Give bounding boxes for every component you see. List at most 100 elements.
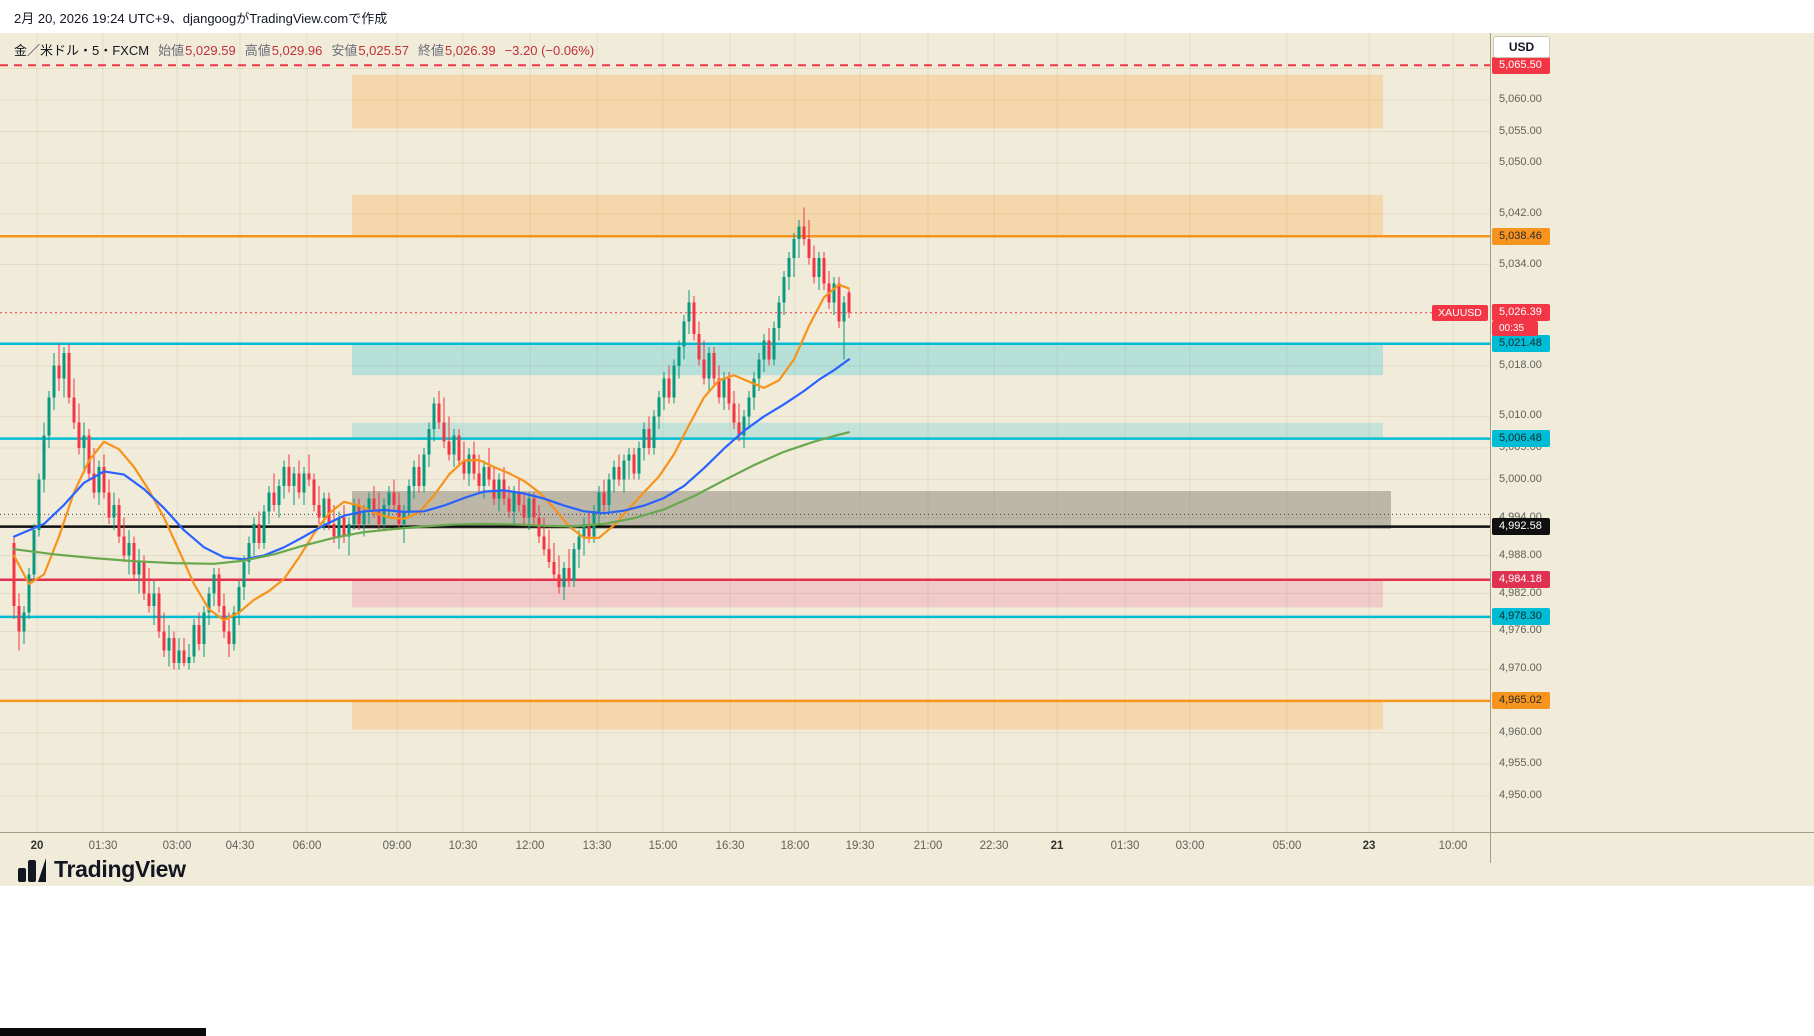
candle bbox=[172, 631, 176, 670]
candle bbox=[82, 422, 86, 474]
candle bbox=[442, 397, 446, 448]
supply-demand-zone bbox=[352, 194, 1383, 237]
candle bbox=[207, 587, 211, 626]
candle bbox=[787, 251, 791, 290]
candle bbox=[697, 321, 701, 366]
candle bbox=[617, 454, 621, 486]
symbol-price-badge: XAUUSD bbox=[1432, 304, 1488, 321]
chart-stage: 金／米ドル・5・FXCM 始値5,029.59 高値5,029.96 安値5,025.… bbox=[0, 33, 1814, 886]
candle bbox=[422, 448, 426, 493]
candle bbox=[152, 580, 156, 626]
candle bbox=[827, 270, 831, 309]
candle bbox=[667, 365, 671, 404]
candle bbox=[707, 346, 711, 391]
time-tick: 15:00 bbox=[648, 840, 678, 852]
candle bbox=[212, 568, 216, 607]
time-tick: 03:00 bbox=[162, 840, 192, 852]
candle bbox=[107, 479, 111, 524]
candle bbox=[567, 549, 571, 588]
price-tick: 5,050.00 bbox=[1499, 156, 1542, 169]
candle bbox=[842, 296, 846, 360]
candle bbox=[542, 517, 546, 556]
chart-legend: 金／米ドル・5・FXCM 始値5,029.59 高値5,029.96 安値5,025.… bbox=[14, 40, 594, 59]
candle bbox=[802, 207, 806, 246]
price-tick: 5,042.00 bbox=[1499, 206, 1542, 219]
countdown-timer: 00:35 bbox=[1492, 321, 1538, 337]
candle bbox=[607, 473, 611, 512]
candle bbox=[742, 410, 746, 448]
price-tick: 4,955.00 bbox=[1499, 757, 1542, 770]
candle bbox=[652, 410, 656, 455]
price-level-label: 4,965.02 bbox=[1492, 692, 1550, 710]
candle bbox=[657, 391, 661, 429]
candle bbox=[197, 612, 201, 651]
time-tick: 01:30 bbox=[88, 840, 118, 852]
candle bbox=[412, 460, 416, 499]
candle bbox=[117, 498, 121, 543]
candle bbox=[232, 606, 236, 651]
candle bbox=[162, 612, 166, 657]
bottom-black-strip bbox=[0, 1028, 206, 1036]
price-tick: 5,010.00 bbox=[1499, 409, 1542, 422]
candle bbox=[662, 372, 666, 410]
open-label: 始値 bbox=[158, 43, 185, 58]
candle bbox=[367, 492, 371, 524]
tradingview-logo-icon[interactable] bbox=[18, 856, 46, 882]
candle bbox=[87, 429, 91, 480]
price-tick: 4,982.00 bbox=[1499, 586, 1542, 599]
candle bbox=[547, 530, 551, 569]
candle bbox=[437, 391, 441, 429]
candle bbox=[317, 485, 321, 524]
time-tick: 12:00 bbox=[515, 840, 545, 852]
ma-slow-green bbox=[12, 431, 851, 565]
candle bbox=[92, 448, 96, 499]
supply-demand-zone bbox=[352, 579, 1383, 608]
price-level-label: 5,065.50 bbox=[1492, 56, 1550, 74]
tradingview-logo-text[interactable]: TradingView bbox=[54, 855, 186, 882]
candle bbox=[347, 517, 351, 556]
candle bbox=[27, 568, 31, 619]
time-scale[interactable]: 20 01:30 03:00 04:30 06:00 09:00 10:30 12:00 13:… bbox=[0, 832, 1814, 863]
supply-demand-zone bbox=[352, 422, 1383, 439]
supply-demand-zone bbox=[352, 343, 1383, 376]
candle bbox=[227, 612, 231, 657]
symbol-title[interactable]: 金／米ドル・5・FXCM bbox=[14, 43, 150, 58]
supply-demand-zone bbox=[352, 700, 1383, 730]
candle bbox=[187, 644, 191, 670]
candle bbox=[52, 353, 56, 410]
candles-layer bbox=[12, 207, 851, 670]
ma-mid-blue bbox=[12, 358, 851, 561]
candle bbox=[557, 555, 561, 594]
tradingview-footer: TradingView bbox=[18, 853, 186, 885]
time-tick: 22:30 bbox=[979, 840, 1009, 852]
candle bbox=[497, 473, 501, 512]
candle bbox=[267, 485, 271, 524]
candle bbox=[537, 504, 541, 543]
currency-toggle-usd[interactable]: USD bbox=[1493, 36, 1550, 58]
candle bbox=[387, 485, 391, 518]
price-chart-canvas[interactable] bbox=[0, 33, 1490, 832]
candle bbox=[282, 460, 286, 499]
candle bbox=[322, 492, 326, 531]
price-level-label: 5,021.48 bbox=[1492, 335, 1550, 353]
candle bbox=[572, 542, 576, 588]
candle bbox=[492, 467, 496, 505]
candle bbox=[647, 416, 651, 455]
close-value: 5,026.39 bbox=[444, 43, 496, 58]
candle bbox=[637, 441, 641, 480]
candle bbox=[517, 479, 521, 512]
time-tick: 21 bbox=[1050, 840, 1064, 852]
time-tick: 10:00 bbox=[1438, 840, 1468, 852]
price-scale[interactable]: 5,065.005,060.005,055.005,050.005,042.00… bbox=[1490, 33, 1814, 832]
candle bbox=[277, 479, 281, 518]
candle bbox=[502, 467, 506, 505]
price-tick: 5,018.00 bbox=[1499, 358, 1542, 371]
low-value: 5,025.57 bbox=[358, 43, 409, 58]
candle bbox=[392, 479, 396, 512]
time-tick: 13:30 bbox=[582, 840, 612, 852]
bottom-margin bbox=[0, 886, 1814, 1036]
price-level-label: 5,038.46 bbox=[1492, 227, 1550, 245]
time-tick: 18:00 bbox=[780, 840, 810, 852]
attribution-bar: 2月 20, 2026 19:24 UTC+9、djangoogがTrading… bbox=[0, 0, 1814, 33]
candle bbox=[122, 517, 126, 562]
